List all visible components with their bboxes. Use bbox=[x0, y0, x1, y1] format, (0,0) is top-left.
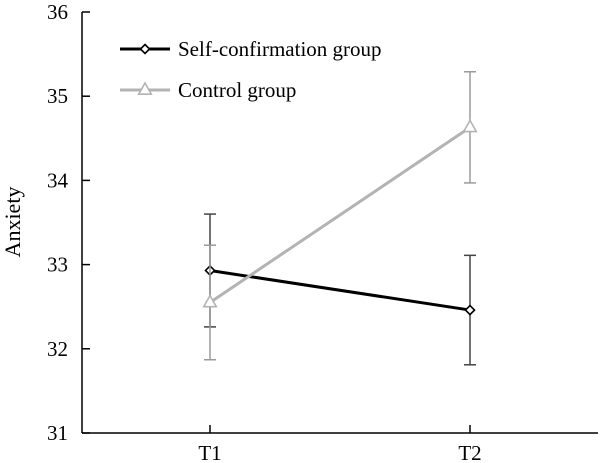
y-tick-label-31: 31 bbox=[47, 421, 68, 445]
legend-swatch-marker bbox=[137, 81, 153, 95]
x-ticks: T1 T2 bbox=[198, 425, 482, 463]
series-line-self-confirmation bbox=[209, 269, 471, 312]
series-control bbox=[202, 71, 478, 361]
y-tick-label-33: 33 bbox=[47, 253, 68, 277]
x-tick-label-T2: T2 bbox=[458, 441, 481, 463]
legend-label-control: Control group bbox=[178, 78, 296, 102]
point-control-T1 bbox=[202, 293, 218, 308]
x-tick-label-T1: T1 bbox=[198, 441, 221, 463]
point-control-T2 bbox=[462, 118, 478, 133]
y-tick-label-34: 34 bbox=[47, 168, 69, 192]
y-ticks: 31 32 33 34 35 36 bbox=[47, 0, 90, 445]
legend-swatch-marker bbox=[139, 43, 151, 55]
legend-label-self-confirmation: Self-confirmation group bbox=[178, 37, 382, 61]
y-tick-label-36: 36 bbox=[47, 0, 68, 24]
legend-item-self-confirmation: Self-confirmation group bbox=[120, 37, 382, 61]
y-axis-title: Anxiety bbox=[0, 187, 25, 258]
series-self-confirmation bbox=[204, 213, 476, 366]
y-tick-label-35: 35 bbox=[47, 84, 68, 108]
point-self-confirmation-T2 bbox=[464, 304, 476, 316]
series-line-control bbox=[209, 126, 471, 304]
axes: 31 32 33 34 35 36 T1 T2 bbox=[47, 0, 598, 463]
series-layer bbox=[202, 71, 478, 366]
y-tick-label-32: 32 bbox=[47, 337, 68, 361]
legend-item-control: Control group bbox=[120, 78, 296, 102]
legend: Self-confirmation group Control group bbox=[120, 37, 382, 102]
